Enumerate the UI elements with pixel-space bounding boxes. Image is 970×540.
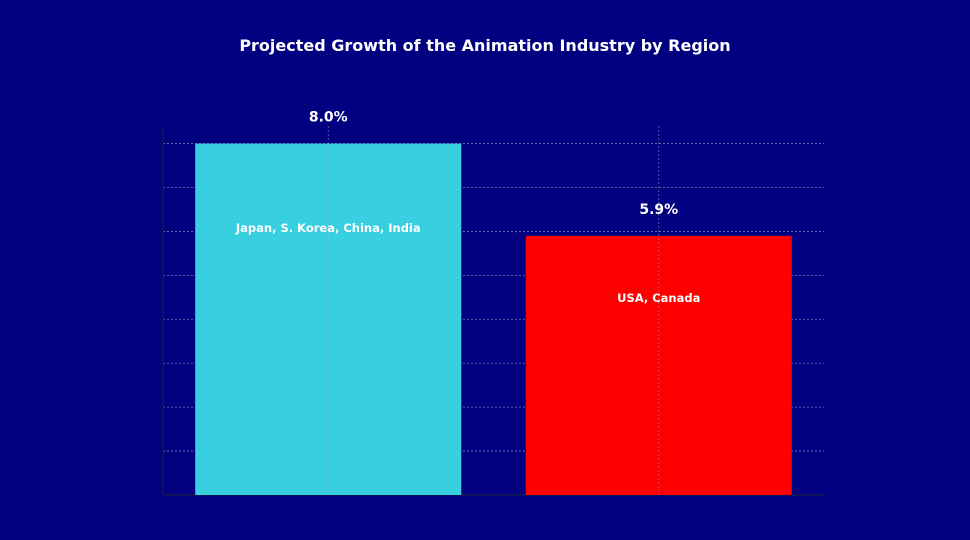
value-label-1: 8.0% [309, 110, 348, 126]
bars [195, 143, 792, 496]
category-label-1: Japan, S. Korea, China, India [235, 221, 421, 235]
value-label-2: 5.9% [639, 202, 678, 218]
labels: 8.0% Japan, S. Korea, China, India 5.9% USA… [235, 110, 701, 305]
chart-title: Projected Growth of the Animation Indust… [239, 36, 731, 55]
category-label-2: USA, Canada [617, 291, 700, 305]
vertical-grid-lines [327, 126, 660, 495]
